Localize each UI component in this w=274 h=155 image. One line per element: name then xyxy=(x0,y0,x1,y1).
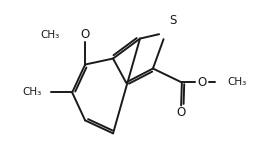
Text: CH₃: CH₃ xyxy=(227,78,247,87)
Text: CH₃: CH₃ xyxy=(22,87,42,97)
Text: S: S xyxy=(170,14,177,27)
Text: O: O xyxy=(197,76,207,89)
Text: O: O xyxy=(176,106,185,119)
Text: CH₃: CH₃ xyxy=(41,30,60,40)
Text: O: O xyxy=(81,28,90,41)
